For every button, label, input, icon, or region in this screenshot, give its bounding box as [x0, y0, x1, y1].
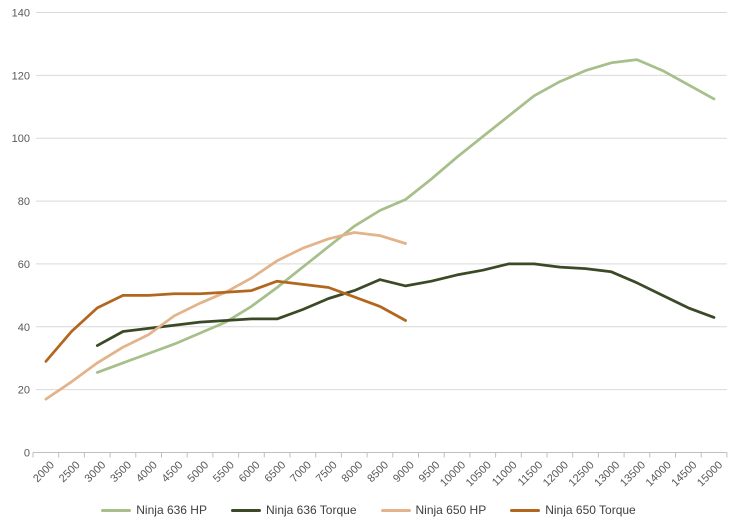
x-tick-label: 5000 — [185, 459, 211, 485]
x-tick-label: 14500 — [669, 459, 699, 489]
y-tick-label: 0 — [24, 448, 30, 460]
y-tick-label: 80 — [18, 196, 30, 208]
x-tick-label: 14000 — [644, 459, 674, 489]
legend-item-ninja-650-hp: Ninja 650 HP — [380, 503, 487, 517]
x-tick-label: 3000 — [83, 459, 109, 485]
legend-line-swatch — [101, 508, 132, 512]
x-tick-label: 7500 — [314, 459, 340, 485]
series-line-ninja-650-hp — [44, 231, 407, 401]
y-tick-label: 40 — [18, 322, 30, 334]
legend-line-swatch — [380, 508, 411, 512]
legend-line-swatch — [230, 508, 261, 512]
x-tick-label: 7000 — [288, 459, 314, 485]
x-tick-label: 10000 — [438, 459, 468, 489]
x-tick-label: 2500 — [57, 459, 83, 485]
series-line-ninja-650-torque — [44, 279, 407, 363]
legend-label: Ninja 650 HP — [415, 503, 487, 517]
x-tick-label: 11500 — [516, 459, 546, 489]
legend-item-ninja-636-torque: Ninja 636 Torque — [230, 503, 357, 517]
x-tick-label: 9000 — [391, 459, 417, 485]
x-tick-label: 12500 — [567, 459, 597, 489]
x-tick-label: 4500 — [160, 459, 186, 485]
legend-label: Ninja 650 Torque — [545, 503, 636, 517]
y-tick-label: 60 — [18, 259, 30, 271]
legend-line-swatch — [510, 508, 541, 512]
x-tick-label: 13500 — [618, 459, 648, 489]
x-tick-label: 6500 — [262, 459, 288, 485]
x-tick-label: 2000 — [31, 459, 57, 485]
x-tick-label: 10500 — [464, 459, 494, 489]
legend-label: Ninja 636 Torque — [265, 503, 357, 517]
legend-item-ninja-636-hp: Ninja 636 HP — [101, 503, 207, 517]
x-tick-label: 4000 — [134, 459, 160, 485]
y-tick-label: 100 — [12, 133, 30, 145]
x-tick-label: 5500 — [211, 459, 237, 485]
legend-label: Ninja 636 HP — [136, 503, 207, 517]
series-line-ninja-636-torque — [95, 262, 716, 347]
x-tick-label: 13000 — [592, 459, 622, 489]
x-tick-label: 6000 — [237, 459, 263, 485]
x-tick-label: 11000 — [490, 459, 520, 489]
series-line-ninja-636-hp — [95, 58, 716, 374]
x-tick-label: 3500 — [108, 459, 134, 485]
x-tick-label: 15000 — [695, 459, 725, 489]
x-tick-label: 8500 — [365, 459, 391, 485]
y-tick-label: 140 — [12, 7, 30, 19]
y-tick-label: 120 — [12, 70, 30, 82]
x-tick-label: 12000 — [541, 459, 571, 489]
chart-legend: Ninja 636 HP Ninja 636 Torque Ninja 650 HP… — [0, 503, 737, 517]
y-tick-label: 20 — [18, 385, 30, 397]
legend-item-ninja-650-torque: Ninja 650 Torque — [510, 503, 636, 517]
x-tick-label: 8000 — [340, 459, 366, 485]
